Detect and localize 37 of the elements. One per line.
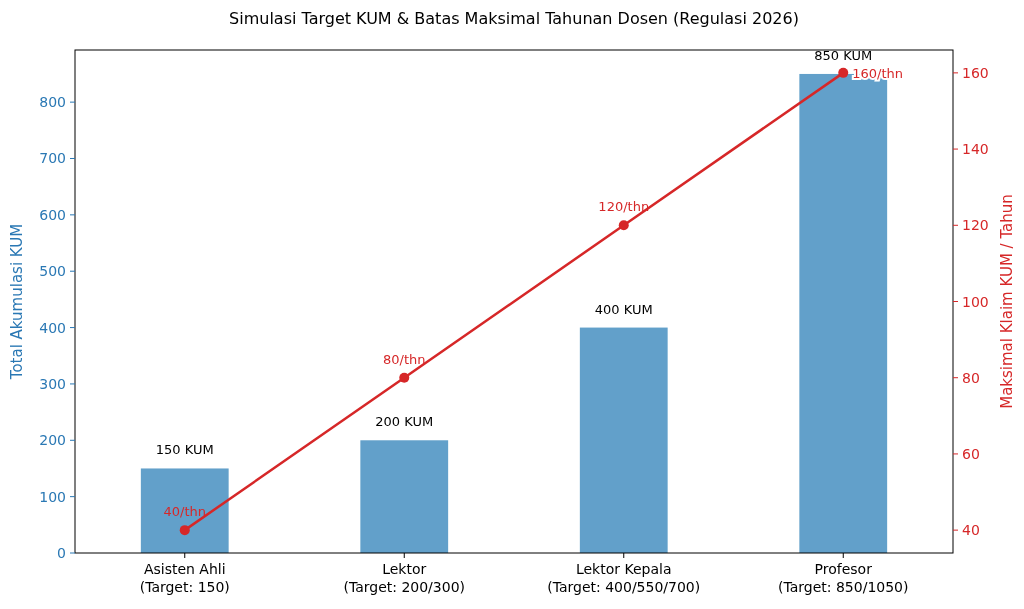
x-tick-label: Lektor (Target: 200/300) — [343, 561, 466, 595]
data-label: 850 KUM — [814, 47, 873, 63]
y2-axis-title: Maksimal Klaim KUM / Tahun — [998, 194, 1016, 409]
point — [618, 220, 629, 231]
y2-tick-label: 40 — [962, 522, 980, 539]
chart-title: Simulasi Target KUM & Batas Maksimal Tahunan Dosen (Regulasi 2026) — [229, 9, 799, 28]
y2-tick-label: 140 — [962, 141, 989, 158]
y-tick-label: 400 — [39, 319, 66, 336]
y2-tick-label: 60 — [962, 445, 980, 462]
y2-tick-label: 100 — [962, 293, 989, 310]
bar — [140, 468, 229, 553]
data-label: 120/thn — [598, 199, 650, 215]
y2-tick-label: 160 — [962, 64, 989, 81]
data-label: 400 KUM — [594, 301, 653, 317]
bar — [360, 440, 449, 553]
point — [179, 525, 190, 536]
y2-tick-label: 120 — [962, 217, 989, 234]
y2-tick-label: 80 — [962, 369, 980, 386]
y-tick-label: 100 — [39, 488, 66, 505]
y-tick-label: 200 — [39, 432, 66, 449]
x-tick-label: Asisten Ahli (Target: 150) — [139, 561, 230, 595]
y-tick-label: 800 — [39, 94, 66, 111]
y-tick-label: 500 — [39, 263, 66, 280]
y-tick-label: 0 — [57, 545, 66, 561]
bar — [579, 327, 668, 553]
x-tick-label: Lektor Kepala (Target: 400/550/700) — [547, 561, 701, 595]
point — [399, 372, 410, 383]
data-label: 150 KUM — [155, 442, 214, 458]
y-tick-label: 600 — [39, 206, 66, 223]
x-tick-label: Profesor (Target: 850/1050) — [778, 561, 909, 595]
point — [838, 67, 849, 78]
data-label: 40/thn — [163, 504, 206, 520]
data-label: 80/thn — [383, 351, 426, 367]
y-axis-title: Total Akumulasi KUM — [8, 223, 26, 381]
y-tick-label: 300 — [39, 375, 66, 392]
data-label: 200 KUM — [375, 414, 434, 430]
y-tick-label: 700 — [39, 150, 66, 167]
